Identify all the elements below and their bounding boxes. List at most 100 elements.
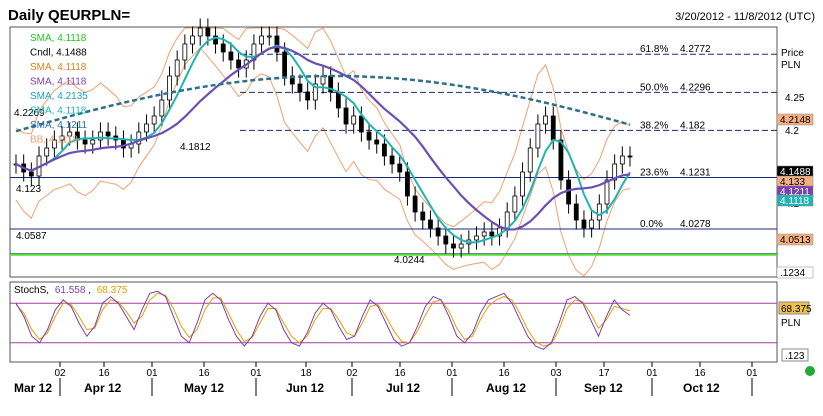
candle-body — [197, 27, 203, 37]
legend-item: SMA, 4.1118 — [30, 62, 87, 73]
candle-body — [520, 171, 525, 197]
month-label: Aug 12 — [486, 381, 526, 395]
x-tick-label: 17 — [598, 368, 610, 379]
candle-body — [612, 163, 618, 181]
x-tick-label: 01 — [146, 368, 158, 379]
candle-body — [358, 115, 364, 133]
month-label: Mar 12 — [14, 381, 52, 395]
value-box-text: .1234 — [780, 268, 805, 279]
candle-body — [420, 211, 426, 221]
level-label: 4.123 — [16, 184, 41, 195]
candle-body — [144, 123, 149, 133]
stoch-d-value: 68.375 — [97, 285, 128, 296]
price-tick: 4.2 — [785, 126, 799, 137]
candle-body — [236, 59, 241, 69]
candle-body — [412, 195, 418, 213]
value-box — [776, 233, 814, 246]
fib-label: 0.0% — [640, 219, 663, 230]
candle-body — [182, 43, 188, 61]
stoch-value-box — [778, 301, 810, 315]
candle-body — [558, 139, 564, 181]
candle-body — [297, 83, 303, 93]
moving-averages — [15, 36, 631, 244]
candle-body — [228, 51, 234, 61]
month-label: Apr 12 — [84, 381, 122, 395]
candle-body — [366, 131, 372, 141]
legend-item: SMA, 4.1118 — [30, 106, 87, 117]
x-tick-label: 01 — [446, 368, 458, 379]
candle-body — [335, 91, 341, 109]
month-label: Oct 12 — [683, 381, 720, 395]
candle-body — [167, 75, 172, 101]
candle-body — [312, 83, 318, 101]
fib-label: 38.2% — [640, 120, 668, 131]
candle-body — [220, 43, 226, 53]
fib-levels: 61.8% 4.2772 50.0% 4.2296 38.2% 4.182 23.6% 4.1… — [10, 44, 777, 266]
legend-item: SMA, 4.1118 — [30, 77, 87, 88]
candle-body — [512, 195, 518, 213]
candle-body — [82, 139, 88, 145]
sma-mid — [15, 45, 631, 231]
candle-body — [619, 155, 625, 165]
candle-body — [67, 131, 73, 137]
month-label: Sep 12 — [584, 381, 623, 395]
x-tick-label: 02 — [54, 368, 66, 379]
candle-body — [59, 135, 65, 141]
candle-body — [627, 155, 633, 158]
candle-body — [266, 35, 272, 38]
fib-label: 23.6% — [640, 168, 668, 179]
candle-body — [474, 235, 479, 241]
candle-body — [213, 35, 218, 45]
x-tick-label: 02 — [346, 368, 358, 379]
x-axis: 02 16 01 16 01 18 02 16 01 16 03 17 01 16 01 Mar 12 Apr … — [14, 362, 758, 396]
value-box — [776, 113, 814, 126]
candle-body — [543, 115, 548, 125]
candle-body — [489, 231, 495, 237]
legend-item: SMA, 4.1118 — [30, 33, 87, 44]
candle-body — [51, 139, 57, 149]
candle-body — [151, 115, 157, 125]
level-label: 4.0244 — [394, 255, 425, 266]
value-box-text: 4.2148 — [780, 115, 811, 126]
stoch-k-value: 61.558 — [55, 285, 86, 296]
value-box-text: 4.0513 — [780, 235, 811, 246]
fib-value: 4.182 — [680, 120, 705, 131]
value-box-text: 4.1118 — [780, 196, 810, 207]
x-tick-label: 01 — [646, 368, 658, 379]
candle-body — [343, 107, 349, 125]
candle-body — [374, 139, 380, 145]
candle-body — [581, 219, 587, 229]
stoch-panel[interactable] — [9, 281, 778, 363]
candle-body — [389, 155, 395, 165]
level-label: 4.2269 — [14, 108, 45, 119]
x-tick-label: 01 — [250, 368, 262, 379]
bollinger-lower — [15, 47, 631, 277]
x-tick-label: 16 — [394, 368, 406, 379]
legend-item: Cndl, 4.1488 — [30, 48, 87, 59]
candle-body — [44, 147, 50, 157]
stoch-k-line — [15, 290, 631, 350]
status-indicator-icon[interactable] — [805, 366, 815, 376]
candle-body — [282, 51, 288, 77]
candle-body — [381, 143, 387, 157]
stoch-bottom-box — [781, 348, 809, 362]
candle-body — [159, 99, 165, 117]
candle-body — [190, 35, 195, 45]
fib-label: 50.0% — [640, 82, 668, 93]
x-tick-label: 16 — [98, 368, 110, 379]
x-tick-label: 03 — [550, 368, 562, 379]
date-range: 3/20/2012 - 11/8/2012 (UTC) — [675, 11, 815, 23]
stoch-bottom-text: .123 — [785, 351, 805, 362]
value-box-text: 4.133 — [780, 177, 805, 188]
candle-body — [443, 235, 449, 245]
price-panel[interactable] — [9, 26, 778, 278]
fib-value: 4.0278 — [680, 219, 711, 230]
stoch-label: StochS, 61.558 , 68.375 — [14, 285, 128, 296]
price-axis-label: Price — [781, 48, 804, 59]
candle-body — [428, 219, 433, 229]
x-tick-label: 16 — [198, 368, 210, 379]
legend-item: BB, 4.1118 — [30, 135, 78, 146]
candle-body — [259, 35, 265, 45]
candle-body — [205, 27, 211, 37]
